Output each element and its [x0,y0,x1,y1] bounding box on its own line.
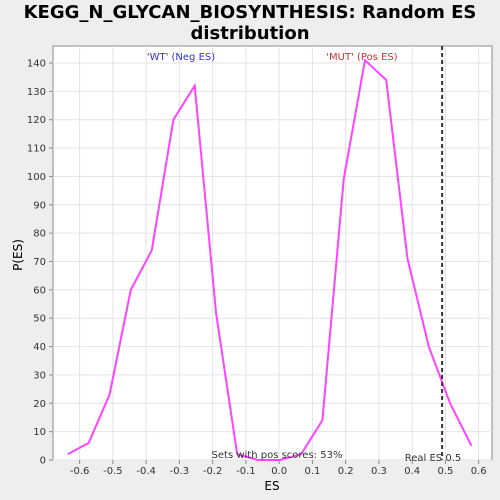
x-tick-label: -0.5 [103,466,123,477]
x-axis-label: ES [264,479,279,493]
chart-title: KEGG_N_GLYCAN_BIOSYNTHESIS: Random ES di… [0,2,500,44]
y-tick-label: 90 [33,200,46,211]
y-tick-label: 60 [33,285,46,296]
chart-title-line-2: distribution [190,23,310,44]
y-tick-label: 110 [27,144,46,155]
axes: ES P(ES) 0 10 20 30 40 50 60 70 80 90 100 110 120 130… [11,59,487,493]
annotation-wt-neg-es: 'WT' (Neg ES) [147,52,215,63]
y-tick-label: 0 [40,456,46,467]
y-axis-label: P(ES) [11,239,25,271]
annotation-pos-scores: Sets with pos scores: 53% [212,450,343,461]
plot-area [52,45,493,461]
x-tick-label: -0.2 [203,466,223,477]
y-tick-label: 10 [33,427,46,438]
y-tick-label: 20 [33,399,46,410]
y-tick-label: 130 [27,87,46,98]
annotations: 'WT' (Neg ES) 'MUT' (Pos ES) Sets with p… [147,52,461,464]
grid [53,46,492,461]
y-tick-label: 120 [27,115,46,126]
annotation-real-es: Real ES 0.5 [405,453,461,464]
x-tick-label: 0.0 [271,466,287,477]
annotation-mut-pos-es: 'MUT' (Pos ES) [326,52,397,63]
chart-title-line-1: KEGG_N_GLYCAN_BIOSYNTHESIS: Random ES [23,2,477,23]
y-tick-label: 100 [27,172,46,183]
x-tick-label: -0.1 [236,466,256,477]
x-tick-label: -0.3 [170,466,190,477]
series [67,58,473,461]
y-tick-label: 140 [27,59,46,70]
x-tick-label: 0.1 [304,466,320,477]
y-tick-label: 50 [33,314,46,325]
x-tick-label: 0.4 [404,466,420,477]
y-tick-label: 30 [33,370,46,381]
x-tick-label: 0.5 [437,466,453,477]
y-tick-label: 80 [33,229,46,240]
y-tick-label: 40 [33,342,46,353]
x-tick-label: 0.6 [471,466,487,477]
x-tick-label: -0.4 [136,466,156,477]
y-tick-label: 70 [33,257,46,268]
x-tick-label: -0.6 [70,466,90,477]
es-distribution-line [67,58,473,461]
x-tick-label: 0.2 [338,466,354,477]
x-tick-label: 0.3 [371,466,387,477]
